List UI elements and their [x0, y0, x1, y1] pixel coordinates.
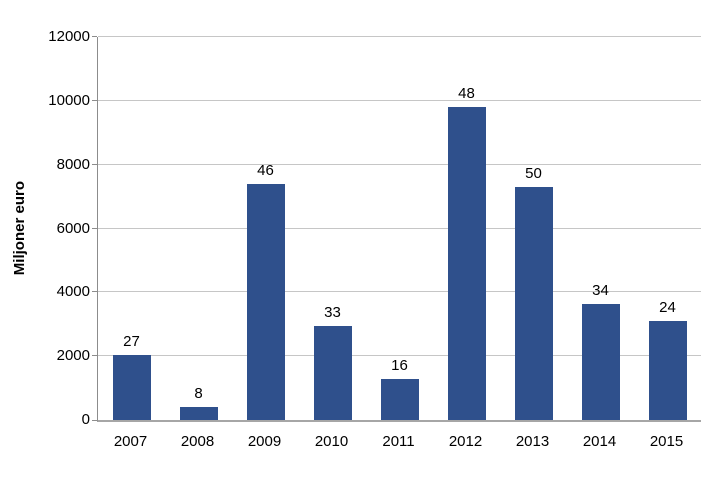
y-tick-label: 6000 [56, 219, 90, 237]
x-tick-label-2013: 2013 [515, 433, 550, 450]
plot-area: 27 8 46 33 16 48 50 34 24 [97, 36, 701, 422]
bar-2007 [112, 355, 151, 420]
gridline [98, 355, 701, 357]
bar-value-label: 27 [123, 333, 140, 350]
gridline [98, 163, 701, 165]
bar-2011 [380, 379, 419, 420]
gridline [98, 36, 701, 37]
x-tick-label-2008: 2008 [180, 433, 215, 450]
bar-2013 [514, 187, 553, 420]
x-tick-label-2007: 2007 [113, 433, 148, 450]
y-tick-mark [92, 355, 97, 357]
y-tick-label: 2000 [56, 347, 90, 365]
bar-value-label: 34 [592, 282, 609, 299]
y-tick-mark [92, 163, 97, 165]
bar-value-label: 33 [324, 304, 341, 321]
y-tick-label: 8000 [56, 155, 90, 173]
bar-2010 [313, 326, 352, 420]
y-tick-label: 10000 [48, 91, 90, 109]
x-tick-label-2009: 2009 [247, 433, 282, 450]
gridline [98, 227, 701, 229]
x-tick-label-2010: 2010 [314, 433, 349, 450]
y-tick-mark [92, 99, 97, 101]
bar-2009 [246, 184, 285, 420]
bar-2015 [648, 321, 687, 420]
bar-2012 [447, 107, 486, 420]
bar-value-label: 24 [659, 299, 676, 316]
y-tick-label: 12000 [48, 28, 90, 45]
y-tick-mark [92, 291, 97, 293]
x-tick-label-2012: 2012 [448, 433, 483, 450]
bar-value-label: 8 [194, 385, 203, 402]
bar-2008 [179, 407, 218, 420]
y-tick-mark [92, 420, 97, 421]
bar-value-label: 48 [458, 85, 475, 102]
x-tick-label-2014: 2014 [582, 433, 617, 450]
y-tick-mark [92, 227, 97, 229]
x-tick-label-2015: 2015 [649, 433, 684, 450]
gridline [98, 291, 701, 293]
y-tick-label: 4000 [56, 283, 90, 301]
bar-value-label: 46 [257, 162, 274, 179]
gridline [98, 99, 701, 101]
bar-value-label: 16 [391, 357, 408, 374]
bar-value-label: 50 [525, 165, 542, 182]
y-tick-mark [92, 36, 97, 37]
bar-2014 [581, 304, 620, 420]
y-tick-label: 0 [81, 411, 90, 428]
x-tick-label-2011: 2011 [382, 433, 415, 450]
